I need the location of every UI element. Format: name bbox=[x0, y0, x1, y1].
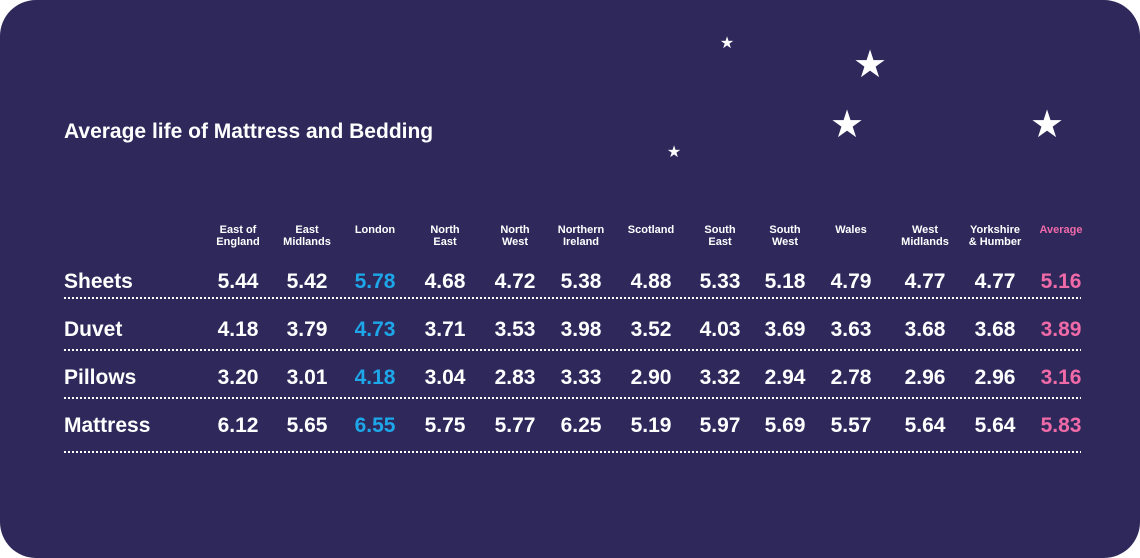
table-cell: 2.78 bbox=[831, 366, 872, 389]
table-cell: 2.90 bbox=[631, 366, 672, 389]
table-cell: 3.69 bbox=[765, 318, 806, 341]
table-cell: 3.16 bbox=[1041, 366, 1082, 389]
table-cell: 3.53 bbox=[495, 318, 536, 341]
column-header: South bbox=[704, 224, 735, 236]
table-cell: 3.33 bbox=[561, 366, 602, 389]
table-cell: 5.44 bbox=[218, 270, 259, 293]
column-header: West bbox=[912, 224, 938, 236]
star-icon: ★ bbox=[852, 44, 888, 86]
table-cell: 3.71 bbox=[425, 318, 466, 341]
row-label: Pillows bbox=[64, 366, 136, 389]
table-cell: 5.19 bbox=[631, 414, 672, 437]
column-header: North bbox=[430, 224, 460, 236]
table-cell: 4.72 bbox=[495, 270, 536, 293]
column-header: London bbox=[355, 224, 396, 236]
table-cell: 4.03 bbox=[700, 318, 741, 341]
table-cell: 4.79 bbox=[831, 270, 872, 293]
table-cell: 5.83 bbox=[1041, 414, 1082, 437]
column-header: North bbox=[500, 224, 530, 236]
table-cell: 5.64 bbox=[975, 414, 1016, 437]
table-cell: 5.33 bbox=[700, 270, 741, 293]
table-cell: 5.75 bbox=[425, 414, 466, 437]
column-header: Northern bbox=[558, 224, 605, 236]
column-header: England bbox=[216, 236, 259, 248]
star-icon: ★ bbox=[666, 144, 682, 161]
column-header: East bbox=[433, 236, 457, 248]
table-cell: 4.68 bbox=[425, 270, 466, 293]
column-header: West bbox=[772, 236, 798, 248]
column-header: Yorkshire bbox=[970, 224, 1020, 236]
table-cell: 3.68 bbox=[975, 318, 1016, 341]
column-header: Average bbox=[1039, 224, 1082, 236]
table-cell: 2.83 bbox=[495, 366, 536, 389]
table-cell: 5.64 bbox=[905, 414, 946, 437]
column-header: Midlands bbox=[901, 236, 949, 248]
star-icon: ★ bbox=[829, 104, 865, 146]
table-cell: 3.04 bbox=[425, 366, 466, 389]
table-cell: 6.25 bbox=[561, 414, 602, 437]
row-label: Sheets bbox=[64, 270, 133, 293]
star-icon: ★ bbox=[1029, 104, 1065, 146]
table-cell: 2.96 bbox=[905, 366, 946, 389]
row-label: Mattress bbox=[64, 414, 150, 437]
star-icon: ★ bbox=[719, 35, 735, 52]
table-cell: 5.38 bbox=[561, 270, 602, 293]
column-header: Ireland bbox=[563, 236, 599, 248]
table-cell: 4.18 bbox=[355, 366, 396, 389]
row-label: Duvet bbox=[64, 318, 122, 341]
column-header: Scotland bbox=[628, 224, 674, 236]
table-cell: 4.77 bbox=[905, 270, 946, 293]
table-cell: 3.79 bbox=[287, 318, 328, 341]
table-cell: 4.73 bbox=[355, 318, 396, 341]
table-cell: 5.42 bbox=[287, 270, 328, 293]
column-header: Midlands bbox=[283, 236, 331, 248]
chart-title: Average life of Mattress and Bedding bbox=[64, 120, 434, 143]
table-cell: 6.55 bbox=[355, 414, 396, 437]
table-cell: 5.18 bbox=[765, 270, 806, 293]
table-cell: 5.65 bbox=[287, 414, 328, 437]
column-header: & Humber bbox=[969, 236, 1022, 248]
table-cell: 5.69 bbox=[765, 414, 806, 437]
table-cell: 3.01 bbox=[287, 366, 328, 389]
column-header: Wales bbox=[835, 224, 866, 236]
table-cell: 5.16 bbox=[1041, 270, 1082, 293]
table-cell: 5.57 bbox=[831, 414, 872, 437]
table-cell: 3.63 bbox=[831, 318, 872, 341]
table-cell: 5.78 bbox=[355, 270, 396, 293]
table-cell: 6.12 bbox=[218, 414, 259, 437]
table-cell: 4.88 bbox=[631, 270, 672, 293]
table-cell: 4.77 bbox=[975, 270, 1016, 293]
column-header: West bbox=[502, 236, 528, 248]
column-header: East bbox=[708, 236, 732, 248]
table-cell: 3.32 bbox=[700, 366, 741, 389]
table-cell: 3.89 bbox=[1041, 318, 1082, 341]
table-cell: 5.97 bbox=[700, 414, 741, 437]
table-cell: 2.94 bbox=[765, 366, 806, 389]
column-header: East of bbox=[220, 224, 257, 236]
table-cell: 3.20 bbox=[218, 366, 259, 389]
table-cell: 3.68 bbox=[905, 318, 946, 341]
column-header: East bbox=[295, 224, 319, 236]
table-cell: 2.96 bbox=[975, 366, 1016, 389]
table-cell: 3.98 bbox=[561, 318, 602, 341]
table-cell: 3.52 bbox=[631, 318, 672, 341]
column-header: South bbox=[769, 224, 800, 236]
table-cell: 5.77 bbox=[495, 414, 536, 437]
table-cell: 4.18 bbox=[218, 318, 259, 341]
